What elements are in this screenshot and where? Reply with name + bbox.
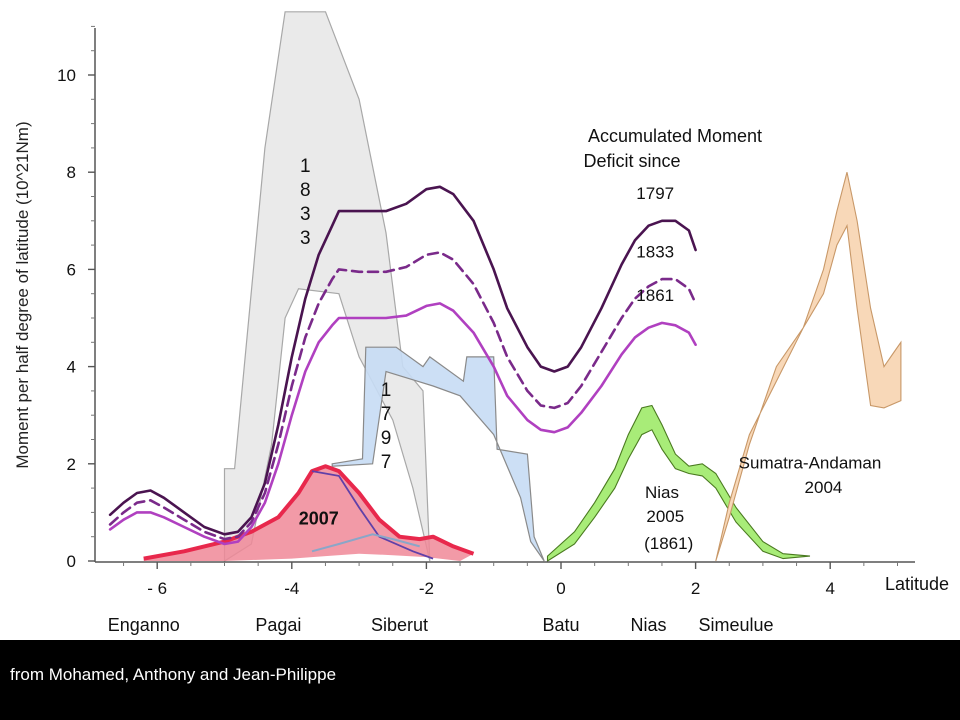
rupture-label-1797-char-3: 7: [381, 452, 392, 473]
rupture-label-1833-char-2: 3: [300, 204, 311, 225]
rupture-label-1797-char-1: 7: [381, 404, 392, 425]
rupture-label-1833-char-1: 8: [300, 180, 311, 201]
y-tick-label-1: 2: [67, 455, 76, 474]
chart-svg: Moment per half degree of latitude (10^2…: [13, 11, 949, 635]
deficit-curve-1797: [108, 185, 697, 536]
chart-figure: Moment per half degree of latitude (10^2…: [13, 11, 949, 635]
event-band-nias-2005: [546, 404, 811, 562]
y-tick-label-2: 4: [67, 358, 76, 377]
rupture-area-2007: [143, 466, 474, 561]
x-tick-label-0: - 6: [147, 579, 167, 598]
event-label-0-line-1: 2005: [646, 507, 684, 526]
deficit-curve-1833: [108, 251, 697, 541]
legend-title-line-2: Deficit since: [583, 151, 680, 171]
rupture-2007-inner-trace-1: [311, 470, 434, 560]
event-label-0-line-2: (1861): [644, 534, 693, 553]
rupture-2007-inner-trace-2: [311, 533, 420, 553]
y-axis-label: Moment per half degree of latitude (10^2…: [13, 121, 32, 468]
chart-text: Moment per half degree of latitude (10^2…: [13, 66, 949, 635]
curve-label-1797: 1797: [636, 184, 674, 203]
curve-label-1861: 1861: [636, 286, 674, 305]
y-tick-label-4: 8: [67, 163, 76, 182]
x-tick-label-4: 2: [691, 579, 700, 598]
credit-bar: [0, 640, 960, 720]
x-tick-label-5: 4: [825, 579, 834, 598]
event-band-sumatra-andaman-2004: [715, 172, 902, 562]
rupture-label-1797-char-0: 1: [381, 380, 392, 401]
x-axis-label: Latitude: [885, 574, 949, 594]
rupture-label-1833-char-3: 3: [300, 228, 311, 249]
curve-label-1833: 1833: [636, 242, 674, 261]
place-label-nias: Nias: [630, 615, 666, 635]
y-tick-label-3: 6: [67, 260, 76, 279]
legend-title-line-1: Accumulated Moment: [588, 126, 762, 146]
axes: [94, 28, 915, 563]
rupture-label-1797-char-2: 9: [381, 428, 392, 449]
earthquake-rupture-areas: [223, 11, 902, 563]
place-label-simeulue: Simeulue: [698, 615, 773, 635]
place-label-enganno: Enganno: [108, 615, 180, 635]
x-tick-label-1: -4: [284, 579, 299, 598]
deficit-curve-1861: [108, 302, 697, 546]
rupture-label-1833-char-0: 1: [300, 156, 311, 177]
x-tick-label-3: 0: [556, 579, 565, 598]
y-tick-label-5: 10: [57, 66, 76, 85]
rupture-area-1833: [223, 11, 431, 563]
event-label-0-line-0: Nias: [645, 483, 679, 502]
place-label-pagai: Pagai: [255, 615, 301, 635]
rupture-area-1797: [331, 346, 545, 562]
y-tick-label-0: 0: [67, 552, 76, 571]
ticks: [88, 25, 898, 569]
event-label-1-line-1: 2004: [805, 478, 843, 497]
rupture-2007-label: 2007: [299, 509, 339, 529]
deficit-curves: [108, 185, 697, 546]
event-label-1-line-0: Sumatra-Andaman: [739, 454, 882, 473]
x-tick-label-2: -2: [419, 579, 434, 598]
place-label-siberut: Siberut: [371, 615, 428, 635]
credit-text: from Mohamed, Anthony and Jean-Philippe: [10, 665, 337, 684]
place-label-batu: Batu: [542, 615, 579, 635]
